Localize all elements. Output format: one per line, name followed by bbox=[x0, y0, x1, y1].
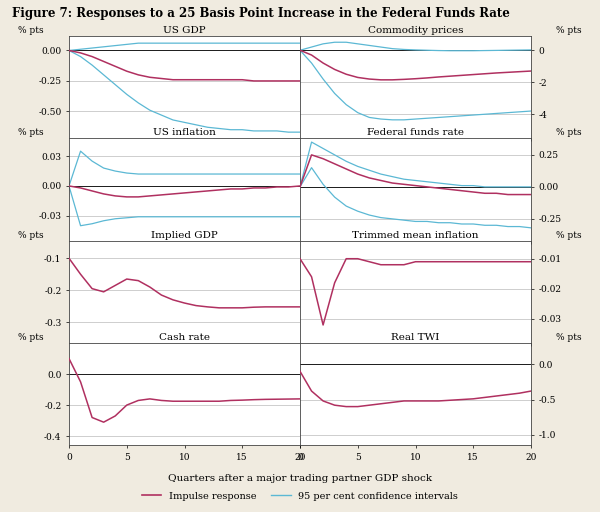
Text: Quarters after a major trading partner GDP shock: Quarters after a major trading partner G… bbox=[168, 474, 432, 483]
Title: Trimmed mean inflation: Trimmed mean inflation bbox=[352, 231, 479, 240]
Title: US inflation: US inflation bbox=[153, 129, 216, 137]
Text: % pts: % pts bbox=[18, 26, 44, 35]
Text: % pts: % pts bbox=[556, 26, 582, 35]
Title: Federal funds rate: Federal funds rate bbox=[367, 129, 464, 137]
Text: % pts: % pts bbox=[556, 128, 582, 137]
Title: Real TWI: Real TWI bbox=[391, 333, 440, 342]
Title: US GDP: US GDP bbox=[163, 26, 206, 35]
Title: Cash rate: Cash rate bbox=[159, 333, 210, 342]
Text: % pts: % pts bbox=[556, 333, 582, 342]
Text: Figure 7: Responses to a 25 Basis Point Increase in the Federal Funds Rate: Figure 7: Responses to a 25 Basis Point … bbox=[12, 7, 510, 19]
Title: Implied GDP: Implied GDP bbox=[151, 231, 218, 240]
Title: Commodity prices: Commodity prices bbox=[368, 26, 463, 35]
Text: % pts: % pts bbox=[18, 230, 44, 240]
Text: % pts: % pts bbox=[18, 128, 44, 137]
Legend: Impulse response, 95 per cent confidence intervals: Impulse response, 95 per cent confidence… bbox=[138, 488, 462, 505]
Text: % pts: % pts bbox=[18, 333, 44, 342]
Text: % pts: % pts bbox=[556, 230, 582, 240]
